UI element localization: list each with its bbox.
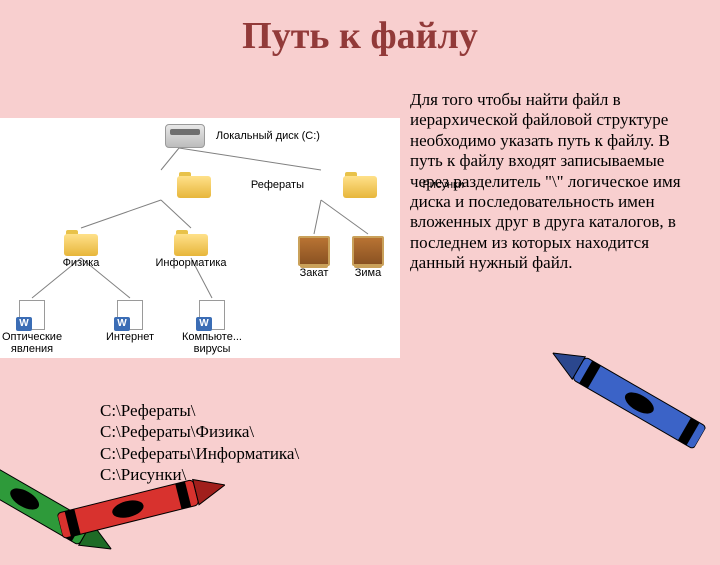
node-label: Рефераты bbox=[251, 180, 304, 192]
tree-node-zim: Зима bbox=[328, 236, 408, 280]
folder-icon bbox=[64, 230, 98, 256]
node-label: Локальный диск (C:) bbox=[216, 131, 320, 143]
folder-icon bbox=[174, 230, 208, 256]
node-label: Оптические явления bbox=[0, 332, 72, 355]
path-line: C:\Рефераты\Физика\ bbox=[100, 421, 299, 442]
node-label: Информатика bbox=[151, 258, 231, 270]
crayon-icon bbox=[544, 337, 709, 453]
doc-icon bbox=[117, 300, 143, 330]
tree-node-fiz: Физика bbox=[41, 230, 121, 270]
description-paragraph: Для того чтобы найти файл в иерархическо… bbox=[410, 90, 690, 274]
tree-node-inf: Информатика bbox=[151, 230, 231, 270]
doc-icon bbox=[19, 300, 45, 330]
node-label: Физика bbox=[41, 258, 121, 270]
crayon-icon bbox=[469, 0, 632, 5]
path-line: C:\Рефераты\Информатика\ bbox=[100, 443, 299, 464]
tree-node-vir: Компьюте... вирусы bbox=[172, 300, 252, 355]
file-tree-diagram: Локальный диск (C:)РефератыРисункиФизика… bbox=[0, 118, 400, 358]
node-label: Компьюте... вирусы bbox=[172, 332, 252, 355]
folder-icon bbox=[177, 172, 211, 198]
page-title: Путь к файлу bbox=[0, 14, 720, 58]
node-label: Интернет bbox=[90, 332, 170, 344]
node-label: Зима bbox=[328, 268, 408, 280]
tree-node-root: Локальный диск (C:) bbox=[160, 124, 320, 148]
disk-icon bbox=[165, 124, 205, 148]
image-icon bbox=[298, 236, 330, 266]
image-icon bbox=[352, 236, 384, 266]
tree-node-ref: Рефераты bbox=[144, 172, 304, 198]
path-line: C:\Рефераты\ bbox=[100, 400, 299, 421]
tree-node-net: Интернет bbox=[90, 300, 170, 344]
folder-icon bbox=[343, 172, 377, 198]
tree-node-opt: Оптические явления bbox=[0, 300, 72, 355]
doc-icon bbox=[199, 300, 225, 330]
